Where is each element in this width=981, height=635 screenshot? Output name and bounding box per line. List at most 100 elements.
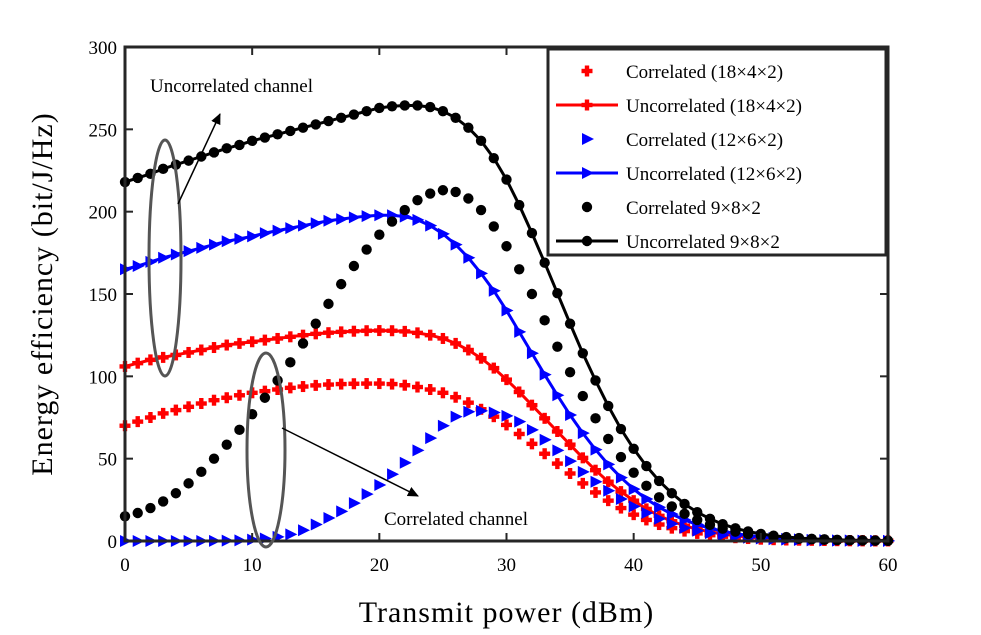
data-point: [208, 453, 220, 464]
legend-marker: [581, 99, 593, 111]
data-point: [475, 204, 487, 216]
data-point: [565, 455, 578, 468]
data-point: [654, 501, 667, 514]
data-point: [183, 245, 196, 258]
data-point: [488, 284, 501, 297]
data-point: [742, 526, 754, 537]
data-point: [373, 378, 385, 390]
data-point: [462, 344, 474, 356]
data-point: [158, 251, 171, 264]
data-point: [310, 518, 323, 531]
data-point: [348, 378, 360, 390]
data-point: [272, 224, 285, 237]
legend-label: Correlated (18×4×2): [626, 62, 783, 83]
data-point: [195, 398, 207, 410]
data-point: [310, 328, 322, 340]
data-point: [628, 467, 639, 478]
data-point: [374, 209, 387, 222]
data-point: [463, 251, 476, 264]
data-point: [247, 230, 260, 243]
data-point: [437, 106, 449, 117]
data-point: [437, 185, 449, 196]
data-point: [196, 241, 209, 254]
legend-label: Uncorrelated (12×6×2): [626, 164, 802, 185]
data-point: [298, 219, 311, 232]
data-point: [450, 112, 461, 124]
data-point: [450, 186, 461, 198]
data-point: [590, 375, 601, 386]
data-point: [590, 475, 603, 488]
data-point: [526, 227, 538, 239]
data-point: [603, 458, 616, 471]
data-point: [386, 101, 398, 112]
data-point: [374, 229, 385, 240]
data-point: [335, 326, 347, 338]
y-tick-label: 0: [108, 532, 118, 553]
data-point: [323, 214, 336, 227]
data-point: [170, 404, 182, 416]
data-point: [819, 534, 830, 545]
legend-label: Uncorrelated 9×8×2: [626, 232, 780, 253]
data-point: [615, 471, 628, 484]
data-point: [565, 409, 578, 422]
data-point: [361, 210, 374, 223]
data-point: [348, 497, 361, 510]
data-point: [425, 432, 438, 445]
data-point: [208, 147, 220, 158]
data-point: [475, 135, 487, 147]
x-tick-label: 30: [497, 555, 516, 576]
data-point: [335, 278, 347, 290]
data-point: [603, 400, 614, 412]
data-point: [463, 193, 474, 204]
data-point: [526, 288, 538, 300]
data-point: [590, 413, 601, 424]
data-point: [526, 347, 539, 360]
data-point: [692, 514, 703, 526]
data-point: [246, 387, 258, 399]
legend-marker: [581, 65, 593, 77]
data-point: [374, 102, 385, 114]
x-axis-label: Transmit power (dBm): [359, 596, 655, 629]
data-point: [412, 194, 423, 206]
data-point: [157, 407, 169, 419]
data-point: [539, 412, 551, 424]
data-point: [374, 479, 387, 492]
data-point: [195, 344, 207, 356]
data-point: [157, 351, 169, 363]
series-4: [119, 185, 894, 547]
data-point: [730, 523, 741, 534]
data-point: [628, 509, 640, 521]
legend-entry: Uncorrelated 9×8×2: [556, 232, 780, 253]
data-point: [310, 318, 321, 329]
data-point: [208, 394, 220, 406]
data-point: [501, 419, 512, 431]
data-point: [564, 439, 576, 451]
data-point: [399, 325, 411, 337]
data-point: [666, 501, 678, 512]
legend-box: [546, 47, 888, 257]
data-point: [513, 428, 525, 440]
data-point: [399, 204, 410, 216]
data-point: [539, 368, 552, 381]
data-point: [475, 352, 487, 364]
data-point: [615, 486, 627, 498]
data-point: [157, 163, 169, 175]
data-point: [348, 325, 360, 337]
data-point: [233, 389, 245, 401]
data-point: [348, 211, 361, 224]
data-point: [132, 172, 143, 184]
data-point: [551, 458, 563, 470]
legend-label: Correlated (12×6×2): [626, 130, 783, 151]
y-axis-label: Energy efficiency (bit/J/Hz): [26, 112, 59, 475]
data-point: [310, 217, 323, 230]
data-point: [488, 221, 499, 232]
data-point: [246, 135, 258, 147]
data-point: [412, 100, 423, 111]
data-point: [679, 521, 692, 534]
data-point: [411, 327, 423, 339]
data-point: [450, 391, 462, 403]
data-point: [221, 235, 234, 248]
annotation-uncorrelated: Uncorrelated channel: [150, 76, 313, 97]
data-point: [233, 337, 245, 349]
data-point: [514, 199, 525, 211]
